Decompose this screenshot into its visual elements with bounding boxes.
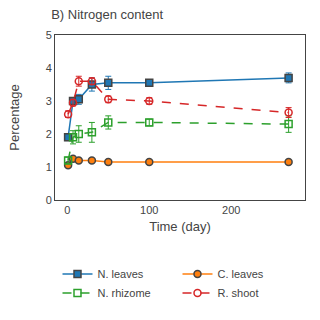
svg-text:Time (day): Time (day) bbox=[149, 219, 211, 234]
svg-text:1: 1 bbox=[46, 161, 52, 173]
svg-text:2: 2 bbox=[46, 128, 52, 140]
svg-text:0: 0 bbox=[64, 204, 70, 216]
svg-text:C. leaves: C. leaves bbox=[218, 268, 264, 280]
svg-text:100: 100 bbox=[140, 204, 158, 216]
svg-text:R. shoot: R. shoot bbox=[218, 287, 259, 299]
svg-text:200: 200 bbox=[222, 204, 240, 216]
svg-text:0: 0 bbox=[46, 194, 52, 206]
svg-text:B) Nitrogen content: B) Nitrogen content bbox=[51, 7, 163, 22]
svg-text:N. leaves: N. leaves bbox=[98, 268, 144, 280]
svg-text:4: 4 bbox=[46, 62, 52, 74]
svg-text:Percentage: Percentage bbox=[7, 84, 22, 151]
svg-text:5: 5 bbox=[46, 29, 52, 41]
svg-text:N. rhizome: N. rhizome bbox=[98, 287, 151, 299]
svg-text:3: 3 bbox=[46, 95, 52, 107]
